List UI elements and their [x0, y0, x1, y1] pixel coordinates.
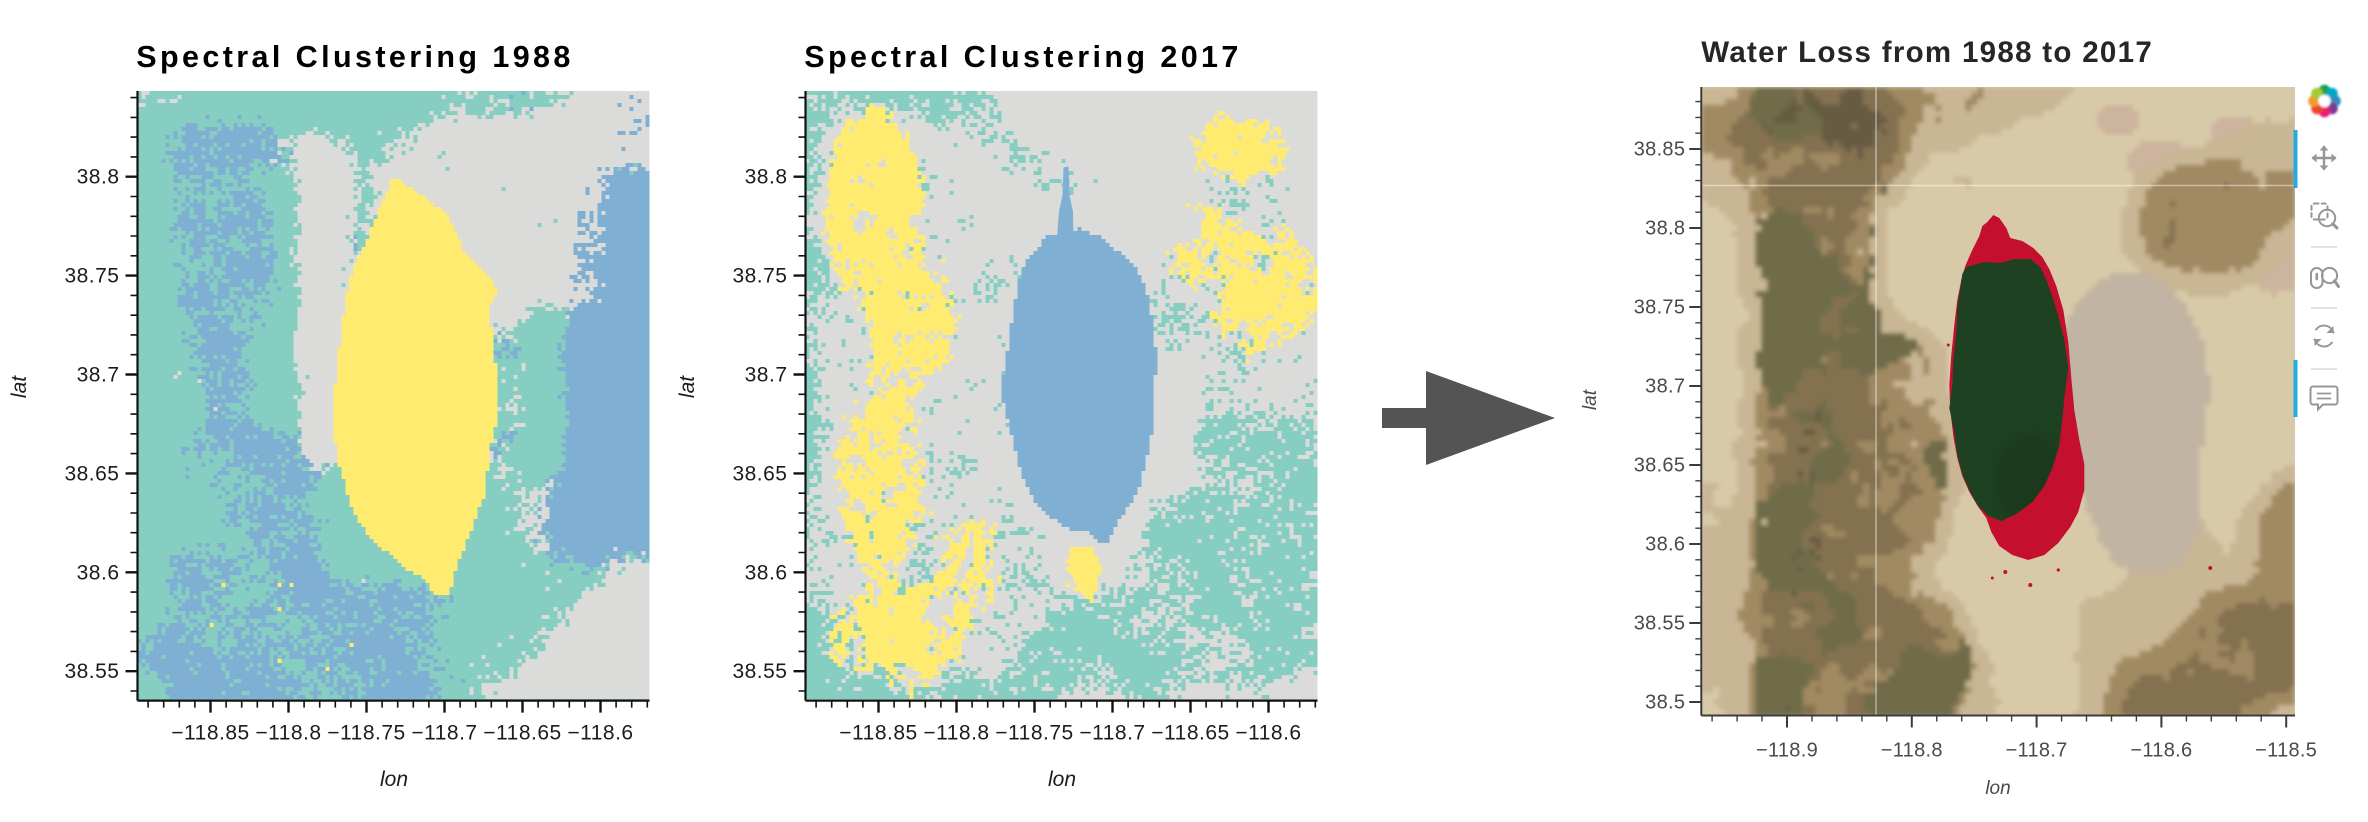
svg-text:38.55: 38.55	[64, 660, 119, 683]
svg-text:lat: lat	[676, 375, 699, 398]
svg-text:−118.7: −118.7	[411, 722, 477, 745]
svg-text:38.7: 38.7	[745, 364, 788, 387]
svg-text:38.7: 38.7	[1645, 376, 1685, 398]
svg-text:Spectral Clustering 1988: Spectral Clustering 1988	[136, 40, 574, 74]
svg-text:Water Loss from 1988 to 2017: Water Loss from 1988 to 2017	[1701, 36, 2153, 69]
svg-text:38.75: 38.75	[1634, 297, 1686, 319]
svg-text:−118.8: −118.8	[923, 722, 989, 745]
svg-text:lon: lon	[380, 768, 408, 791]
svg-text:−118.6: −118.6	[567, 722, 633, 745]
svg-text:38.8: 38.8	[77, 166, 120, 189]
svg-text:−118.65: −118.65	[483, 722, 561, 745]
svg-text:38.6: 38.6	[1645, 534, 1685, 556]
svg-text:38.6: 38.6	[745, 561, 788, 584]
svg-text:lat: lat	[1580, 389, 1601, 410]
svg-text:38.5: 38.5	[1645, 692, 1685, 714]
svg-text:38.75: 38.75	[64, 265, 119, 288]
svg-text:lon: lon	[1048, 768, 1076, 791]
svg-text:−118.8: −118.8	[1881, 740, 1943, 762]
svg-text:38.6: 38.6	[77, 561, 120, 584]
svg-text:−118.8: −118.8	[255, 722, 321, 745]
svg-text:−118.9: −118.9	[1756, 740, 1818, 762]
svg-text:Spectral Clustering 2017: Spectral Clustering 2017	[804, 40, 1242, 74]
svg-text:38.8: 38.8	[1645, 218, 1685, 240]
svg-text:−118.7: −118.7	[2006, 740, 2068, 762]
svg-text:38.8: 38.8	[745, 166, 788, 189]
svg-text:38.55: 38.55	[1634, 613, 1686, 635]
svg-text:−118.7: −118.7	[1079, 722, 1145, 745]
svg-text:−118.85: −118.85	[839, 722, 917, 745]
svg-text:lat: lat	[8, 375, 31, 398]
svg-text:−118.5: −118.5	[2255, 740, 2317, 762]
svg-text:38.65: 38.65	[64, 462, 119, 485]
svg-text:lon: lon	[1985, 778, 2010, 799]
svg-text:−118.6: −118.6	[2130, 740, 2192, 762]
svg-text:−118.75: −118.75	[995, 722, 1073, 745]
svg-text:38.65: 38.65	[732, 462, 787, 485]
svg-text:−118.6: −118.6	[1235, 722, 1301, 745]
svg-text:−118.65: −118.65	[1151, 722, 1229, 745]
svg-text:38.65: 38.65	[1634, 455, 1686, 477]
svg-text:38.75: 38.75	[732, 265, 787, 288]
svg-text:−118.75: −118.75	[327, 722, 405, 745]
svg-text:38.7: 38.7	[77, 364, 120, 387]
svg-text:38.85: 38.85	[1634, 139, 1686, 161]
svg-text:38.55: 38.55	[732, 660, 787, 683]
svg-text:−118.85: −118.85	[171, 722, 249, 745]
